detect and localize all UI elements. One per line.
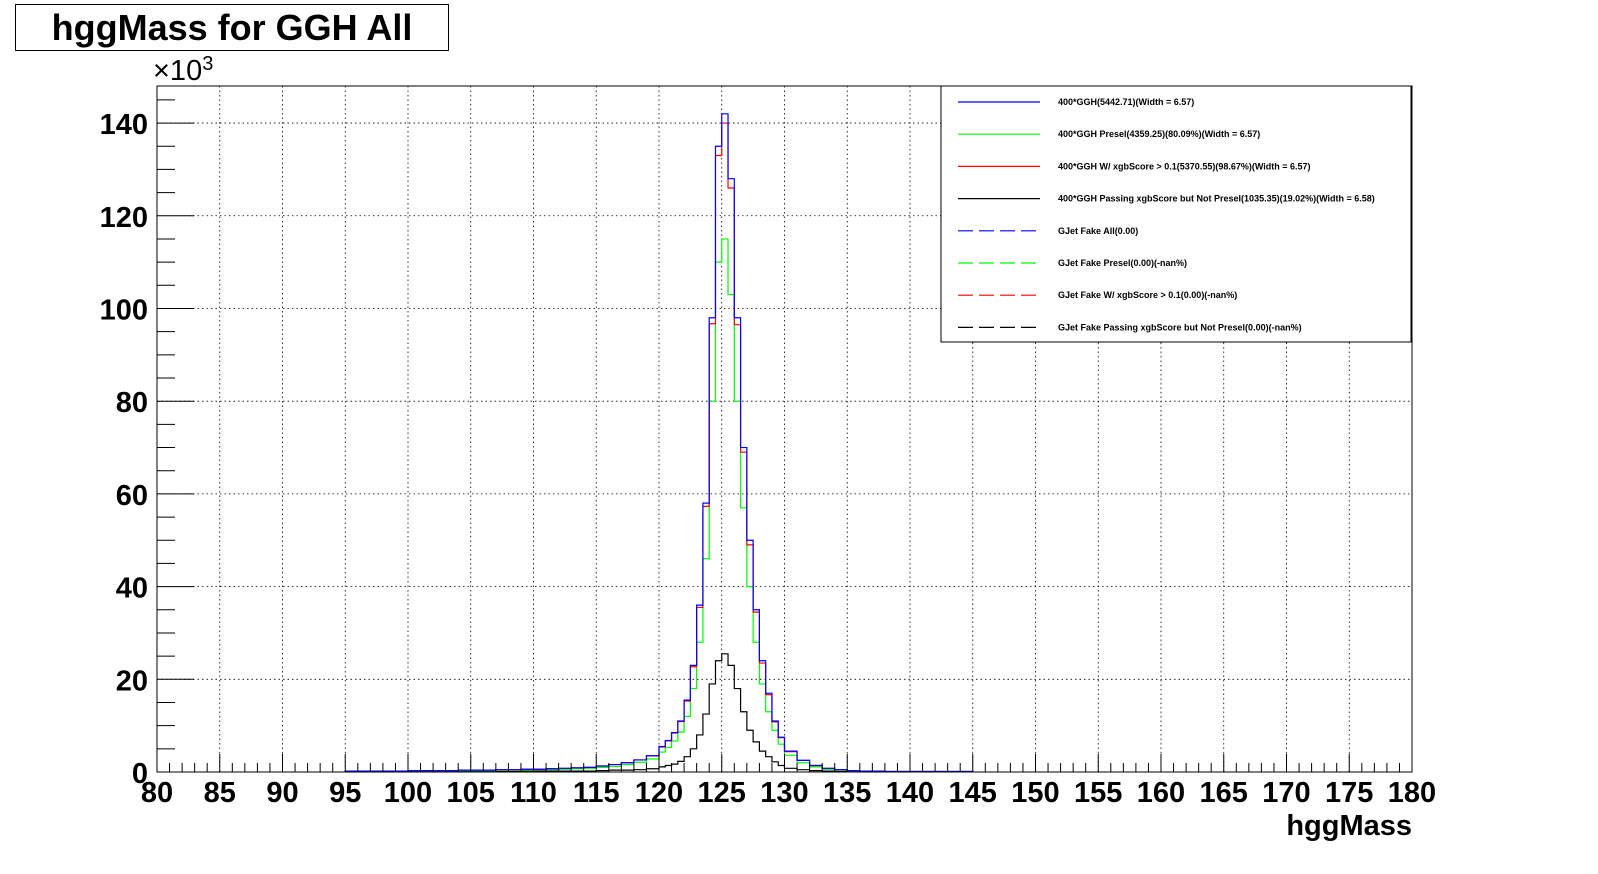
x-tick-label: 180 — [1388, 777, 1436, 809]
y-tick-label: 0 — [132, 758, 148, 790]
legend-entry-label: GJet Fake All(0.00) — [1058, 226, 1138, 236]
y-tick-label: 80 — [116, 387, 148, 419]
x-tick-label: 105 — [447, 777, 495, 809]
y-tick-label: 40 — [116, 573, 148, 605]
x-tick-label: 145 — [949, 777, 997, 809]
legend-entry-label: 400*GGH Passing xgbScore but Not Presel(… — [1058, 194, 1375, 204]
legend-entry-label: GJet Fake W/ xgbScore > 0.1(0.00)(-nan%) — [1058, 290, 1237, 300]
y-tick-label: 20 — [116, 665, 148, 697]
grid-layer — [157, 86, 1412, 772]
x-tick-label: 135 — [823, 777, 871, 809]
legend: 400*GGH(5442.71)(Width = 6.57) 400*GGH Pr… — [940, 85, 1412, 343]
y-tick-label: 120 — [100, 202, 148, 234]
legend-entry-label: 400*GGH W/ xgbScore > 0.1(5370.55)(98.67… — [1058, 161, 1311, 171]
x-tick-label: 140 — [886, 777, 934, 809]
x-tick-label: 125 — [698, 777, 746, 809]
x-tick-label: 170 — [1262, 777, 1310, 809]
x-tick-label: 160 — [1137, 777, 1185, 809]
y-tick-label: 60 — [116, 480, 148, 512]
label-layer: 80 85 90 95 100 105 110 115 120 125 130 135 140 145 15… — [100, 109, 1437, 809]
x-tick-label: 120 — [635, 777, 683, 809]
x-tick-label: 85 — [204, 777, 236, 809]
x-tick-label: 130 — [760, 777, 808, 809]
legend-entry-label: 400*GGH(5442.71)(Width = 6.57) — [1058, 97, 1194, 107]
x-tick-label: 155 — [1074, 777, 1122, 809]
y-tick-label: 140 — [100, 109, 148, 141]
series-line — [344, 122, 974, 773]
y-axis-exponent: ×103 — [153, 53, 213, 87]
x-tick-label: 165 — [1200, 777, 1248, 809]
x-axis-title: hggMass — [1286, 810, 1412, 842]
legend-entry-label: 400*GGH Presel(4359.25)(80.09%)(Width = … — [1058, 129, 1260, 139]
x-tick-label: 150 — [1011, 777, 1059, 809]
legend-entry-label: GJet Fake Passing xgbScore but Not Prese… — [1058, 322, 1302, 332]
legend-entry-label: GJet Fake Presel(0.00)(-nan%) — [1058, 258, 1187, 268]
x-tick-label: 110 — [510, 777, 557, 809]
chart-title: hggMass for GGH All — [15, 4, 449, 51]
x-tick-label: 115 — [573, 777, 620, 809]
x-tick-label: 80 — [141, 777, 173, 809]
x-tick-label: 95 — [329, 777, 361, 809]
y-axis-exponent-power: 3 — [202, 53, 213, 75]
y-tick-label: 100 — [100, 294, 148, 326]
x-tick-label: 100 — [384, 777, 432, 809]
tick-layer — [156, 99, 1413, 773]
legend-box — [940, 85, 1412, 343]
x-tick-label: 175 — [1325, 777, 1373, 809]
x-tick-label: 90 — [266, 777, 298, 809]
